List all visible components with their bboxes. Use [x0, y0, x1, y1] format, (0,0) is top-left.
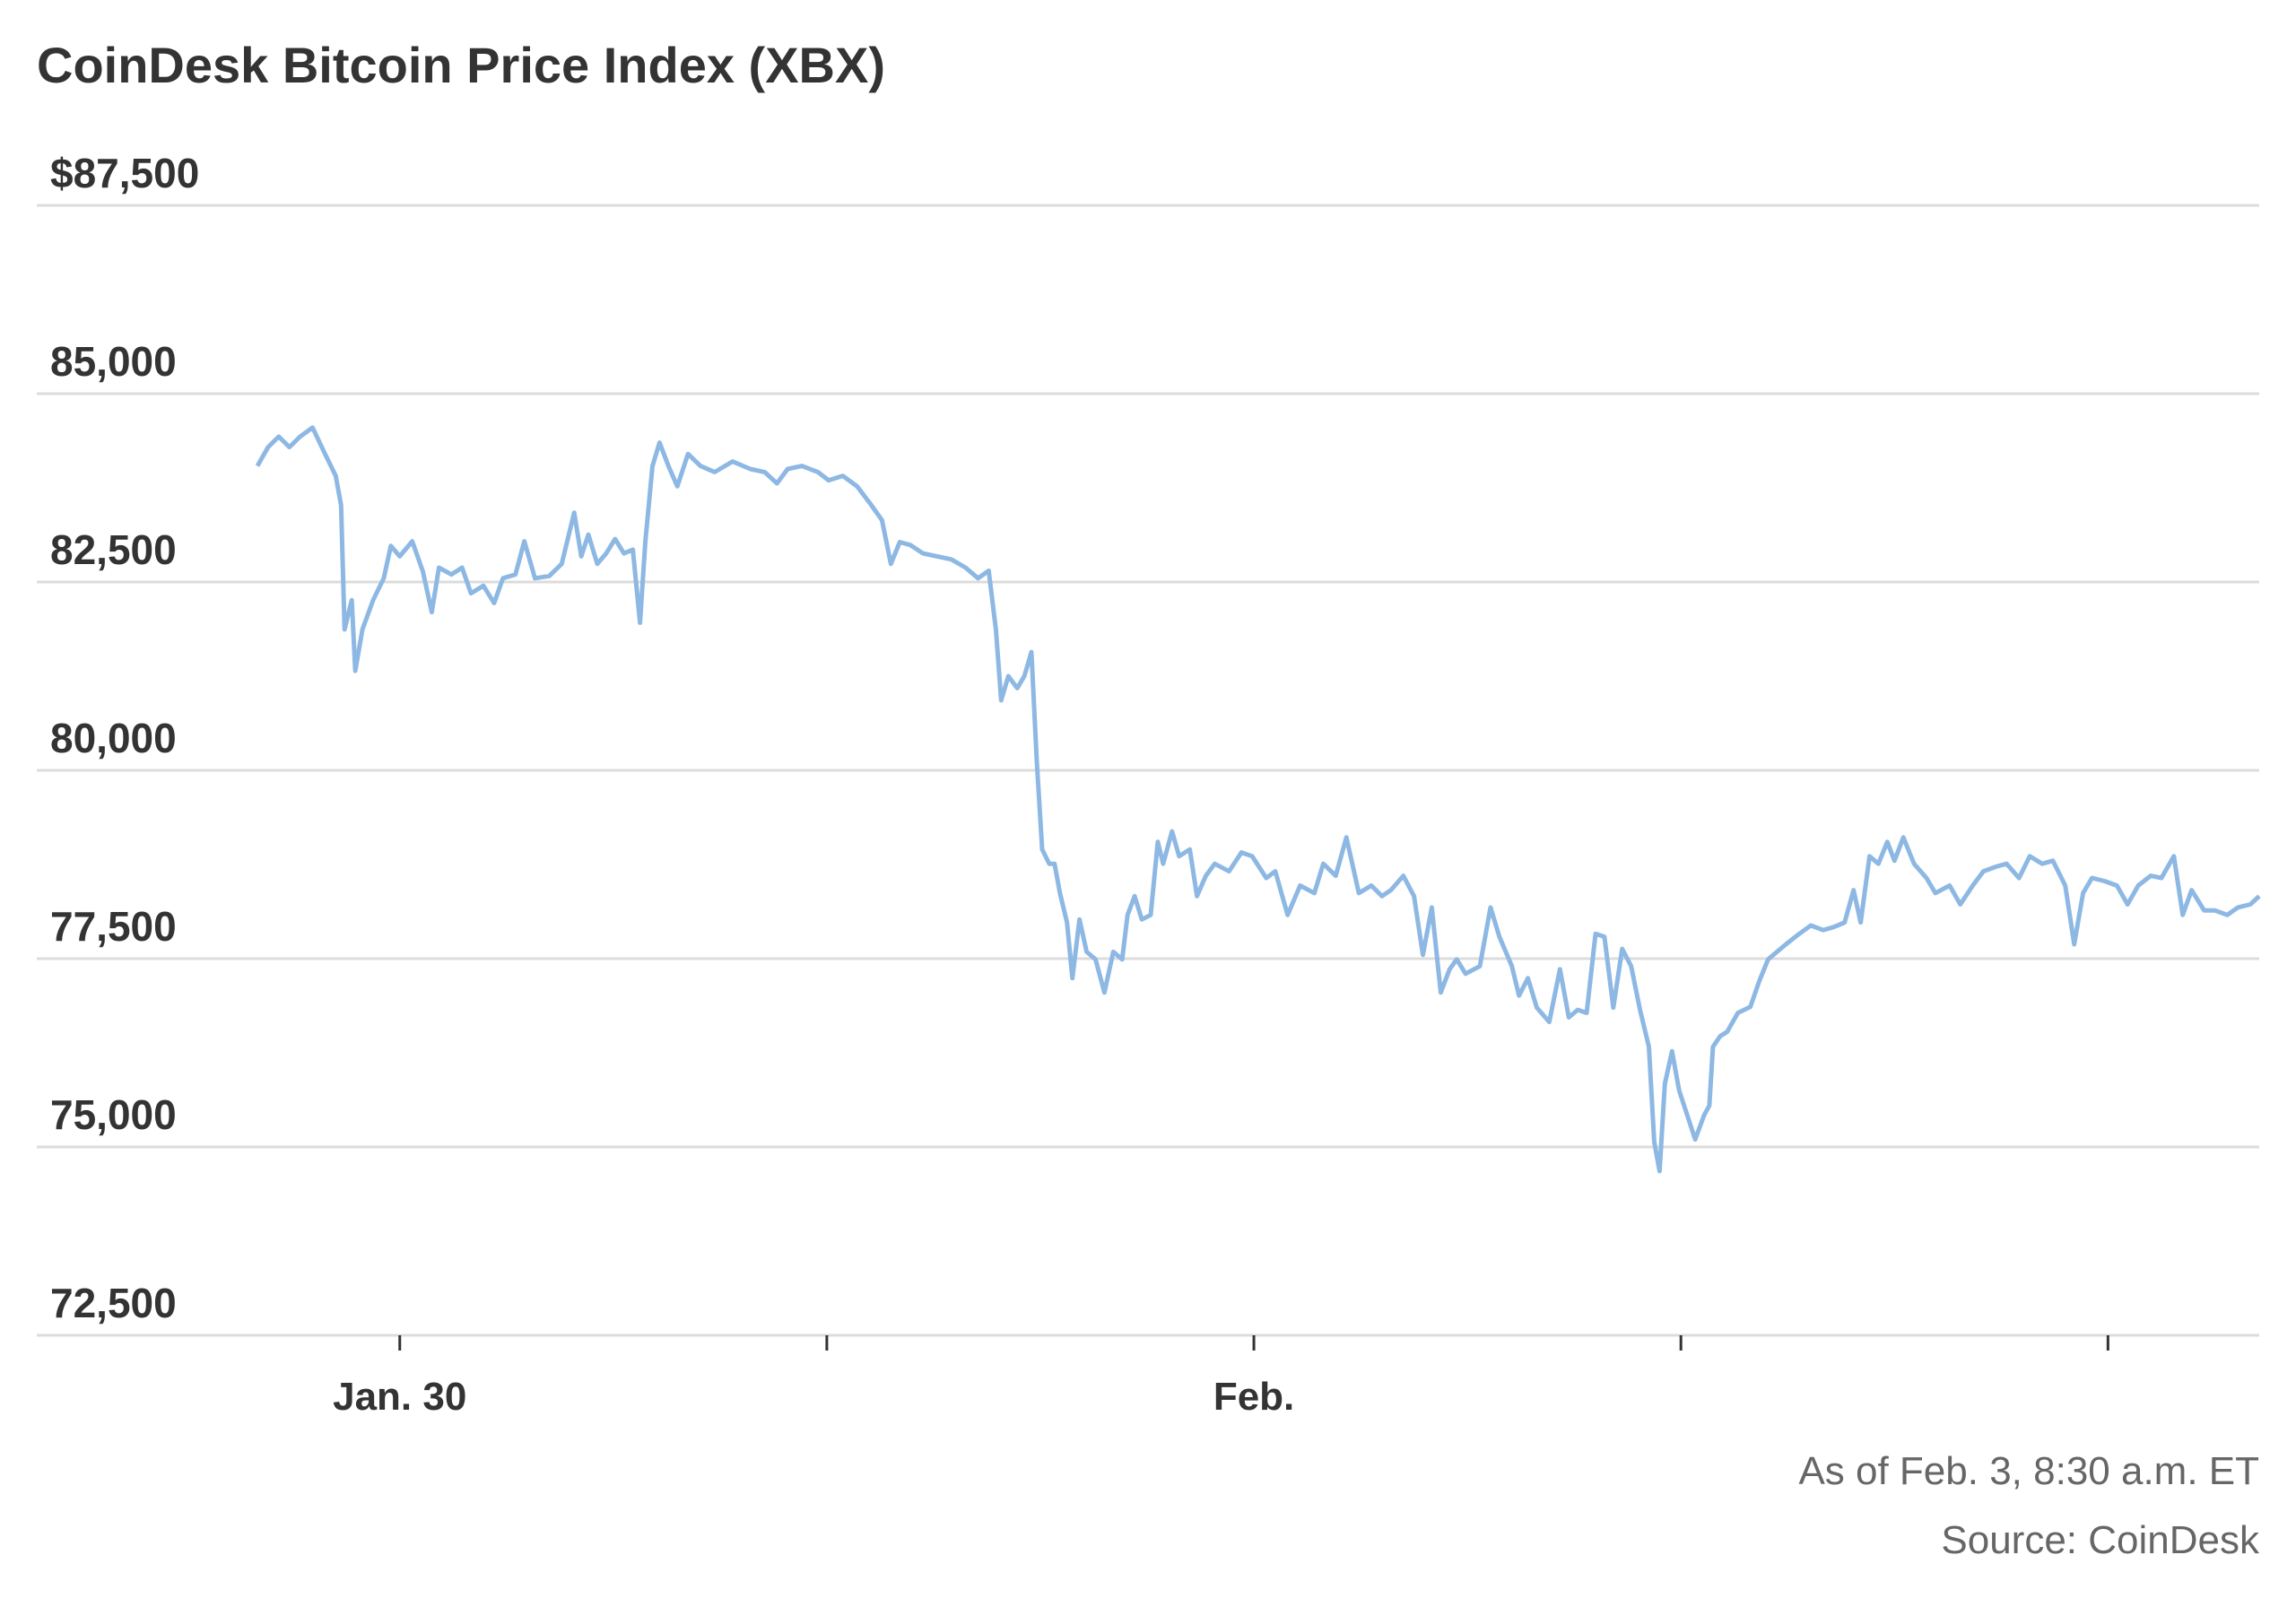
source: Source: CoinDesk	[1941, 1518, 2260, 1562]
x-tick-label: Jan. 30	[333, 1375, 466, 1419]
chart-title: CoinDesk Bitcoin Price Index (XBX)	[37, 37, 885, 93]
price-line	[255, 425, 2261, 1174]
x-tick-label: Feb.	[1213, 1375, 1294, 1419]
y-tick-label: 85,000	[50, 338, 177, 385]
y-tick-label: 75,000	[50, 1091, 177, 1138]
y-tick-label: 82,500	[50, 526, 177, 573]
y-tick-label: 80,000	[50, 715, 177, 761]
note: As of Feb. 3, 8:30 a.m. ET	[1798, 1449, 2259, 1493]
y-tick-label: 77,500	[50, 903, 177, 950]
y-tick-label: $87,500	[50, 150, 199, 196]
y-tick-label: 72,500	[50, 1280, 177, 1326]
